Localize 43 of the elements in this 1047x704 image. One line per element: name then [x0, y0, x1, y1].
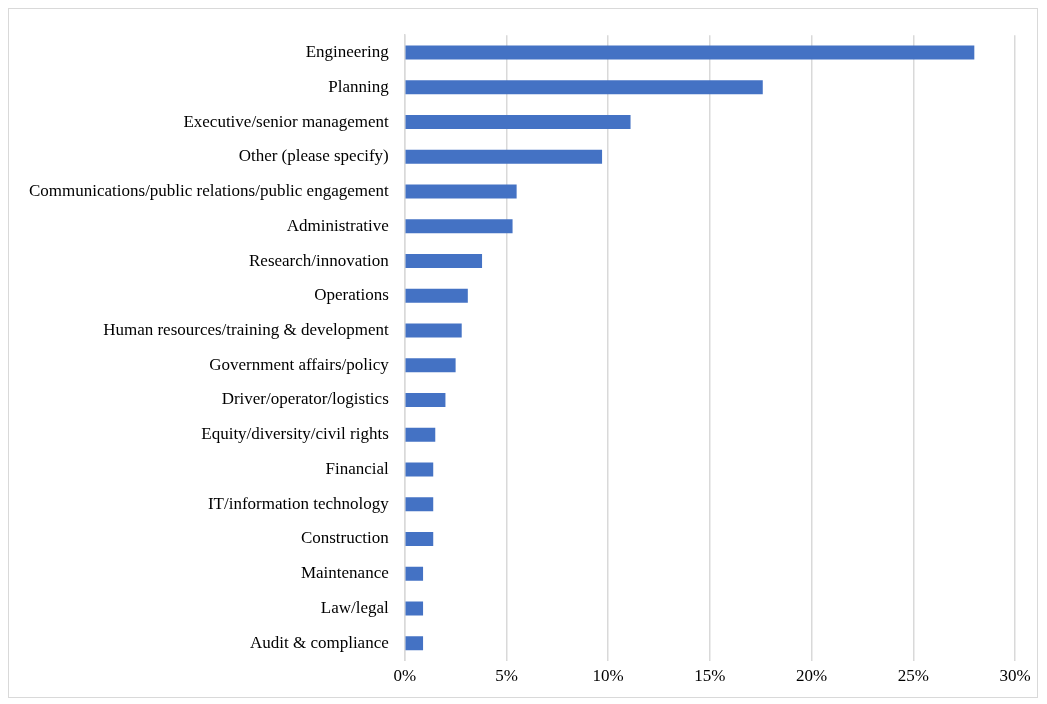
- bar: [405, 323, 462, 338]
- bar: [405, 532, 434, 546]
- y-tick-label: Financial: [325, 458, 390, 478]
- x-tick-label: 25%: [897, 666, 929, 686]
- bar: [405, 115, 631, 130]
- x-tick-label: 0%: [393, 666, 417, 686]
- y-tick-label: Driver/operator/logistics: [221, 389, 389, 409]
- x-tick-label: 10%: [592, 666, 624, 686]
- bar: [405, 462, 434, 477]
- bar: [405, 45, 975, 60]
- y-tick-label: Engineering: [305, 42, 390, 62]
- bar: [405, 80, 763, 95]
- y-tick-label: Administrative: [286, 215, 389, 235]
- y-tick-label: Maintenance: [300, 563, 389, 583]
- bar: [405, 427, 436, 442]
- bar: [405, 566, 424, 581]
- y-tick-label: Audit & compliance: [249, 632, 389, 652]
- x-tick-label: 15%: [694, 666, 726, 686]
- bar: [405, 358, 456, 373]
- x-tick-label: 5%: [495, 666, 518, 686]
- y-tick-label: Construction: [300, 528, 390, 548]
- y-tick-label: Operations: [314, 285, 389, 305]
- y-tick-label: Research/innovation: [249, 250, 390, 270]
- bar: [405, 601, 424, 616]
- y-tick-label: Government affairs/policy: [209, 354, 390, 374]
- bar: [405, 288, 468, 303]
- x-tick-label: 30%: [999, 666, 1031, 686]
- y-tick-label: Executive/senior management: [183, 111, 390, 131]
- x-tick-label: 20%: [796, 666, 828, 686]
- bar: [405, 219, 513, 234]
- bar: [405, 184, 517, 199]
- y-tick-label: Equity/diversity/civil rights: [201, 424, 389, 444]
- bar: [405, 636, 424, 651]
- y-tick-label: Other (please specify): [238, 146, 389, 166]
- bar: [405, 393, 446, 407]
- y-tick-label: IT/information technology: [207, 493, 390, 513]
- y-tick-label: Law/legal: [320, 597, 390, 617]
- y-tick-label: Human resources/training & development: [103, 320, 390, 339]
- bar: [405, 254, 483, 268]
- y-tick-label: Communications/public relations/public engagement: [28, 181, 390, 201]
- y-tick-label: Planning: [328, 76, 390, 96]
- bar: [405, 497, 434, 512]
- bar: [405, 149, 603, 164]
